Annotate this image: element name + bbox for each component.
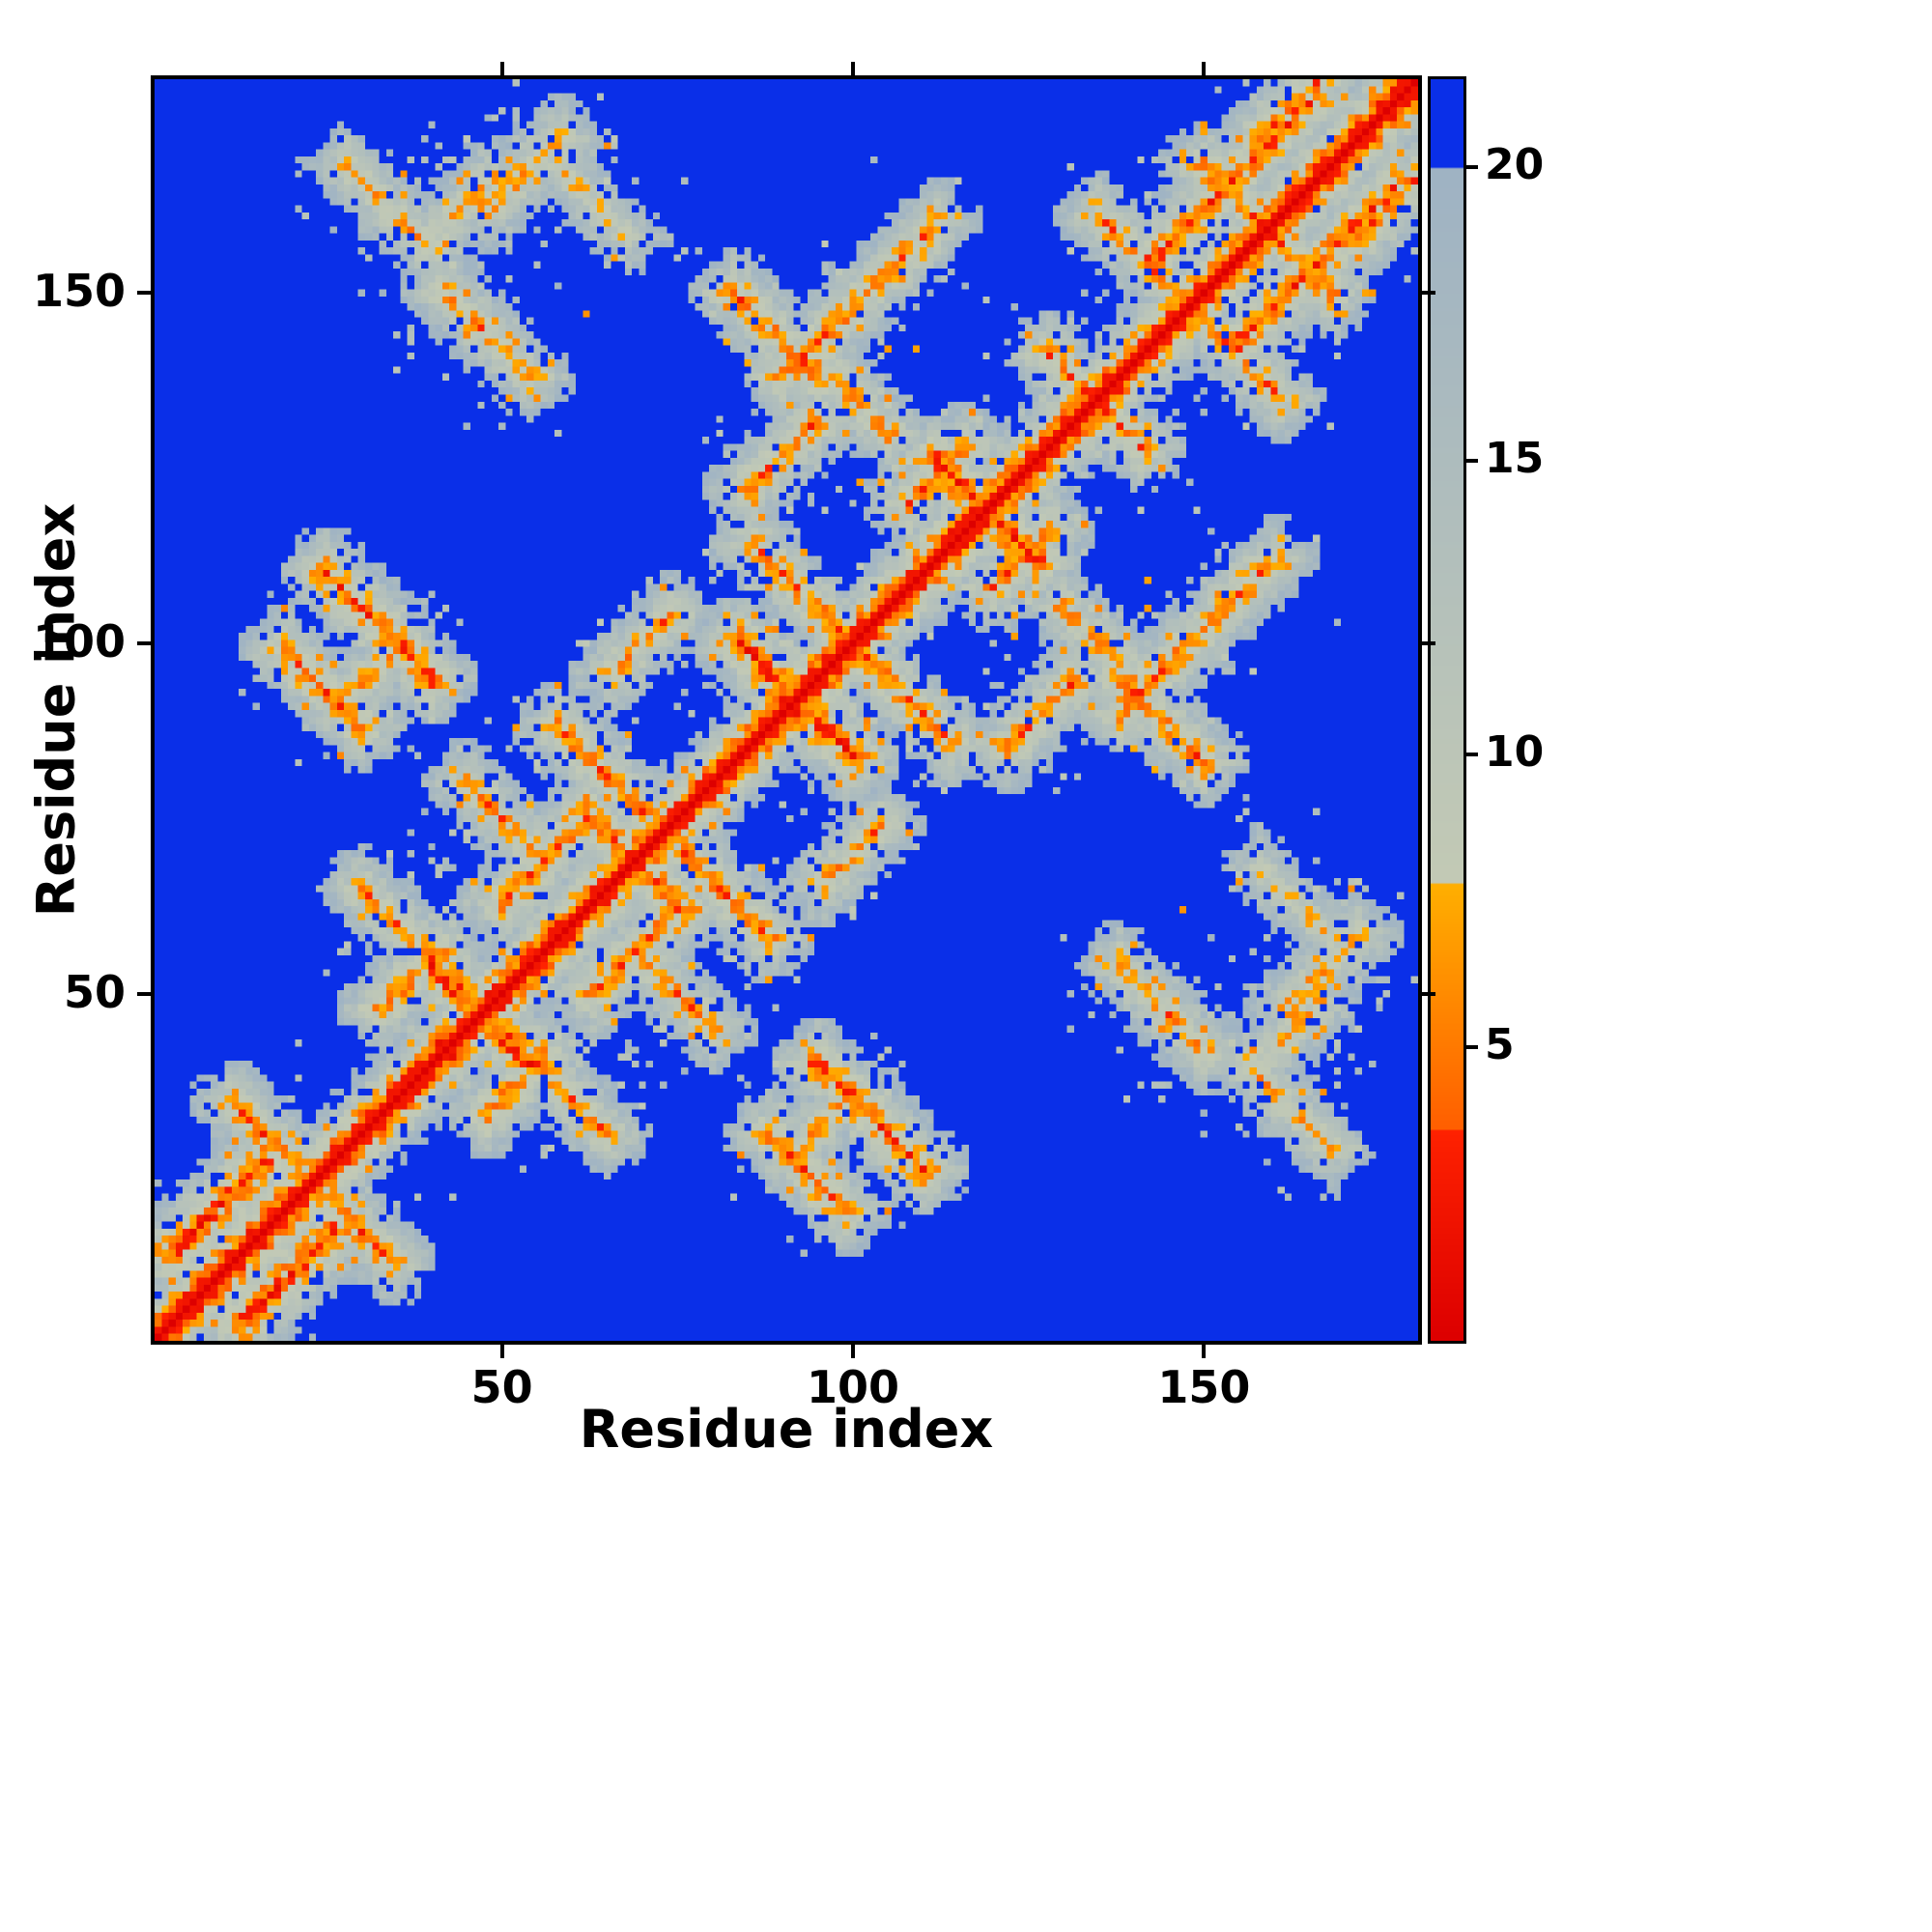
x-tick-mark	[851, 1345, 856, 1358]
x-tick-label: 100	[807, 1361, 900, 1413]
colorbar-tick-mark	[1466, 458, 1478, 463]
y-tick-label: 100	[32, 615, 126, 668]
x-tick-mark-top	[851, 62, 856, 75]
heatmap-image	[155, 79, 1418, 1341]
y-tick-mark	[137, 291, 151, 296]
colorbar-tick-label: 10	[1485, 726, 1545, 777]
x-tick-label: 150	[1157, 1361, 1251, 1413]
colorbar-tick-label: 20	[1485, 140, 1545, 190]
y-tick-mark	[137, 991, 151, 996]
y-tick-mark-right	[1422, 641, 1435, 646]
colorbar-gradient	[1431, 79, 1463, 1341]
colorbar-tick-mark	[1466, 165, 1478, 170]
x-axis-label: Residue index	[579, 1399, 994, 1460]
x-tick-label: 50	[470, 1361, 533, 1413]
y-tick-mark-right	[1422, 291, 1435, 296]
heatmap-plot	[151, 75, 1422, 1345]
colorbar-tick-mark	[1466, 752, 1478, 756]
y-tick-label: 50	[63, 965, 126, 1018]
y-tick-mark	[137, 641, 151, 646]
colorbar	[1428, 76, 1466, 1344]
x-tick-mark	[1202, 1345, 1207, 1358]
colorbar-tick-label: 15	[1485, 433, 1545, 483]
x-tick-mark	[499, 1345, 504, 1358]
x-tick-mark-top	[1202, 62, 1207, 75]
y-tick-label: 150	[32, 265, 126, 318]
y-axis-label: Residue index	[25, 502, 87, 918]
x-tick-mark-top	[499, 62, 504, 75]
colorbar-tick-mark	[1466, 1045, 1478, 1050]
y-tick-mark-right	[1422, 991, 1435, 996]
colorbar-tick-label: 5	[1485, 1020, 1515, 1070]
